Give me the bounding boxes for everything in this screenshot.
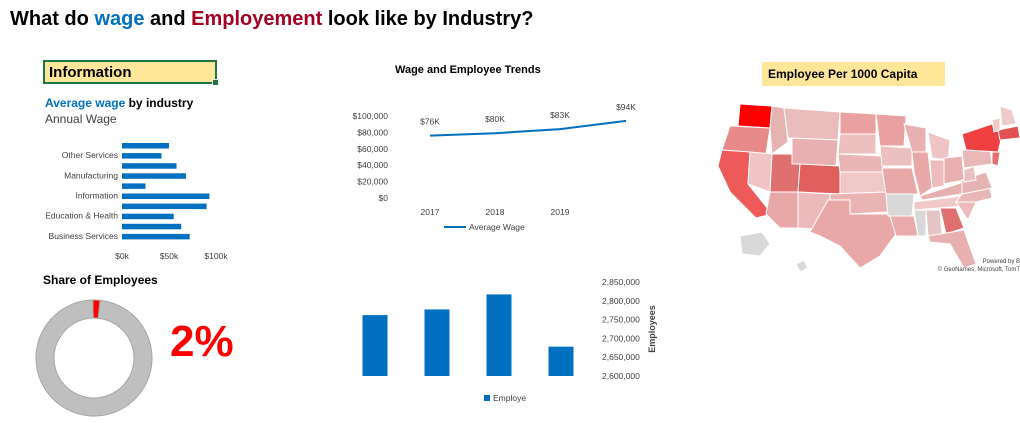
map-state-tx bbox=[809, 199, 897, 269]
trend-data-label: $94K bbox=[616, 102, 636, 112]
page-title: What do wage and Employement look like b… bbox=[10, 8, 534, 30]
wage-bar bbox=[122, 203, 207, 210]
industry-selector-cell[interactable]: Information bbox=[43, 60, 219, 86]
map-state-il bbox=[911, 151, 933, 197]
employees-y-axis-title: Employees bbox=[647, 305, 657, 353]
map-state-ms bbox=[913, 209, 927, 237]
trend-y-tick: $80,000 bbox=[357, 127, 388, 137]
map-state-ia bbox=[879, 145, 913, 167]
wage-category-label: Business Services bbox=[49, 231, 118, 241]
us-map[interactable] bbox=[700, 96, 1020, 276]
map-state-nv bbox=[747, 151, 773, 193]
trend-y-tick: $0 bbox=[379, 193, 389, 203]
trend-data-label: $83K bbox=[550, 110, 570, 120]
map-state-ne bbox=[837, 153, 885, 173]
wage-category-label: Education & Health bbox=[45, 211, 118, 221]
trend-series-line bbox=[429, 119, 627, 137]
employees-y-tick: 2,650,000 bbox=[602, 352, 640, 362]
map-state-in bbox=[929, 159, 945, 189]
map-state-fl bbox=[927, 229, 977, 269]
donut-slice bbox=[35, 299, 153, 417]
map-state-mo bbox=[881, 167, 919, 195]
map-state-al bbox=[925, 209, 943, 237]
employees-y-tick: 2,600,000 bbox=[602, 371, 640, 381]
share-percent: 2% bbox=[170, 317, 234, 366]
wage-trend-line-chart: $0 $20,000 $40,000 $60,000 $80,000 $100,000 $7… bbox=[353, 102, 637, 232]
avg-wage-bar-chart: Business Services Education & Health Infor… bbox=[45, 143, 228, 261]
map-state-mt bbox=[783, 107, 841, 141]
wage-category-label: Information bbox=[75, 191, 118, 201]
employees-bar bbox=[486, 294, 512, 376]
map-state-nd bbox=[839, 111, 877, 135]
share-donut-chart bbox=[35, 299, 153, 417]
employees-y-tick: 2,750,000 bbox=[602, 315, 640, 325]
map-state-vt bbox=[991, 117, 1001, 133]
trend-y-tick: $60,000 bbox=[357, 144, 388, 154]
wage-bar bbox=[122, 213, 174, 220]
employees-y-tick: 2,700,000 bbox=[602, 333, 640, 343]
employees-bar bbox=[548, 346, 574, 376]
wage-x-tick: $100k bbox=[204, 251, 228, 261]
wage-category-label: Other Services bbox=[62, 150, 118, 160]
trend-x-tick: 2017 bbox=[421, 207, 440, 217]
wage-x-tick: $0k bbox=[115, 251, 129, 261]
wage-bar bbox=[122, 193, 210, 199]
employees-legend-label: Employe bbox=[493, 393, 526, 403]
employees-bar bbox=[424, 309, 450, 376]
wage-bar bbox=[122, 183, 146, 189]
industry-selector-label: Information bbox=[49, 64, 132, 81]
map-state-me bbox=[999, 105, 1017, 127]
trend-y-tick: $40,000 bbox=[357, 160, 388, 170]
map-state-mn bbox=[875, 113, 907, 147]
avg-wage-title: Average wage by industry bbox=[45, 96, 194, 110]
trend-x-tick: 2019 bbox=[551, 207, 570, 217]
map-title: Employee Per 1000 Capita bbox=[762, 62, 945, 86]
cell-fill-handle[interactable] bbox=[212, 79, 219, 86]
trend-legend-label: Average Wage bbox=[469, 222, 525, 232]
trend-data-label: $80K bbox=[485, 114, 505, 124]
employees-column-chart: 2,600,000 2,650,000 2,700,000 2,750,000 2,80… bbox=[362, 277, 657, 403]
trend-y-tick: $100,000 bbox=[353, 111, 389, 121]
wage-x-tick: $50k bbox=[160, 251, 179, 261]
wage-bar bbox=[122, 153, 162, 159]
wage-category-label: Manufacturing bbox=[64, 170, 118, 180]
trend-y-tick: $20,000 bbox=[357, 177, 388, 187]
employees-y-tick: 2,850,000 bbox=[602, 277, 640, 287]
wage-bar bbox=[122, 233, 190, 240]
map-credit-1: Powered by B bbox=[982, 259, 1020, 265]
map-state-mi bbox=[927, 131, 951, 161]
wage-bar bbox=[122, 143, 169, 149]
wage-bar bbox=[122, 173, 186, 179]
map-state-ga bbox=[939, 207, 965, 235]
trend-x-tick: 2018 bbox=[486, 207, 505, 217]
trend-chart-title: Wage and Employee Trends bbox=[395, 64, 541, 76]
map-state-wv bbox=[963, 165, 977, 183]
share-title: Share of Employees bbox=[43, 273, 158, 287]
map-state-wy bbox=[791, 137, 839, 167]
map-state-co bbox=[797, 163, 841, 195]
wage-bar bbox=[122, 223, 182, 230]
avg-wage-subtitle: Annual Wage bbox=[45, 112, 117, 126]
map-state-hi bbox=[795, 259, 809, 273]
map-state-ak bbox=[739, 231, 771, 257]
map-state-id bbox=[769, 105, 789, 155]
map-state-ma bbox=[997, 125, 1020, 141]
map-state-ks bbox=[839, 171, 887, 195]
wage-bar bbox=[122, 163, 177, 169]
map-state-ar bbox=[885, 193, 915, 217]
map-state-ny bbox=[961, 123, 1003, 153]
map-state-or bbox=[721, 125, 771, 155]
employees-legend-swatch bbox=[484, 395, 490, 401]
trend-data-label: $76K bbox=[420, 117, 440, 127]
map-state-wa bbox=[737, 103, 773, 129]
map-credit-2: © GeoNames, Microsoft, TomT bbox=[937, 267, 1020, 273]
map-state-oh bbox=[943, 155, 965, 185]
employees-y-tick: 2,800,000 bbox=[602, 296, 640, 306]
map-state-nj bbox=[991, 151, 1001, 167]
map-state-az bbox=[765, 191, 799, 229]
employees-bar bbox=[362, 315, 388, 376]
map-state-sd bbox=[837, 133, 877, 155]
